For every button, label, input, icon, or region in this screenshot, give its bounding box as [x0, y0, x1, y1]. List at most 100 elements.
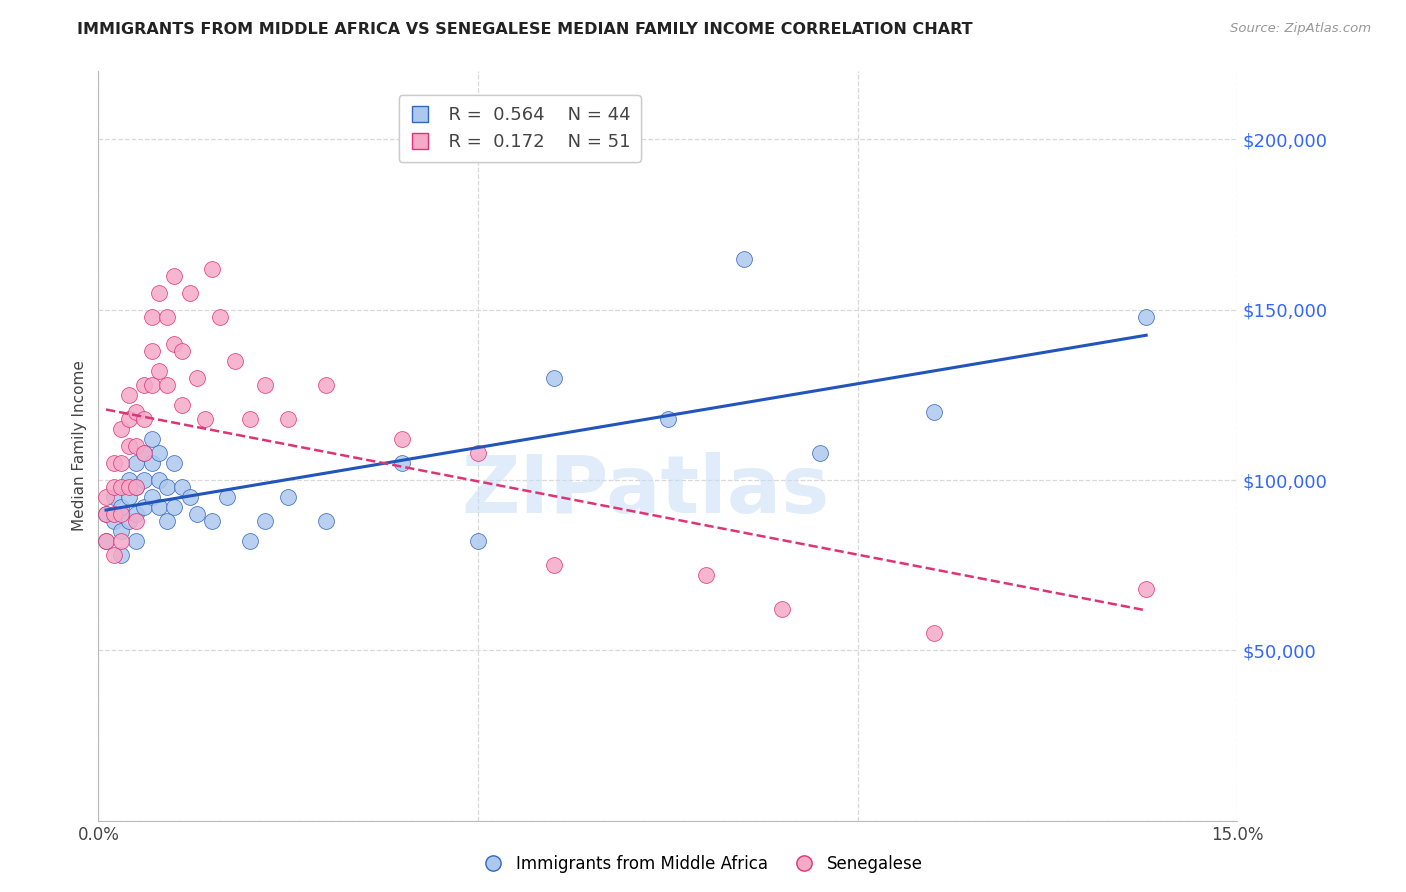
Point [141, 343, 163, 358]
Point [103, 548, 125, 562]
Point [103, 514, 125, 528]
Point [110, 548, 132, 562]
Point [94, 534, 117, 549]
Point [132, 473, 155, 487]
Point [94, 507, 117, 521]
Point [156, 377, 179, 392]
Point [186, 507, 208, 521]
Point [125, 439, 148, 453]
Point [163, 500, 186, 515]
Point [543, 371, 565, 385]
Point [208, 310, 231, 324]
Point [163, 268, 186, 283]
Point [125, 456, 148, 470]
Point [391, 432, 413, 446]
Point [141, 490, 163, 504]
Point [132, 500, 155, 515]
Text: ZIPatlas: ZIPatlas [461, 452, 830, 530]
Point [125, 480, 148, 494]
Point [118, 473, 141, 487]
Legend: Immigrants from Middle Africa, Senegalese: Immigrants from Middle Africa, Senegales… [477, 848, 929, 880]
Point [125, 514, 148, 528]
Point [148, 446, 170, 460]
Point [733, 252, 755, 266]
Point [695, 568, 717, 582]
Point [163, 456, 186, 470]
Point [224, 354, 246, 368]
Point [170, 343, 193, 358]
Point [110, 480, 132, 494]
Point [201, 514, 224, 528]
Point [132, 377, 155, 392]
Legend:   R =  0.564    N = 44,   R =  0.172    N = 51: R = 0.564 N = 44, R = 0.172 N = 51 [399, 95, 641, 162]
Point [467, 534, 489, 549]
Point [770, 602, 793, 616]
Point [179, 285, 201, 300]
Point [217, 490, 239, 504]
Point [170, 398, 193, 412]
Point [922, 405, 945, 419]
Point [148, 500, 170, 515]
Point [110, 507, 132, 521]
Point [125, 507, 148, 521]
Point [254, 377, 277, 392]
Point [94, 490, 117, 504]
Point [110, 534, 132, 549]
Point [156, 310, 179, 324]
Point [110, 500, 132, 515]
Point [148, 473, 170, 487]
Point [125, 534, 148, 549]
Point [118, 388, 141, 402]
Point [110, 456, 132, 470]
Point [277, 490, 299, 504]
Point [657, 411, 679, 425]
Point [254, 514, 277, 528]
Point [103, 507, 125, 521]
Point [922, 626, 945, 640]
Point [315, 377, 337, 392]
Point [132, 446, 155, 460]
Point [118, 490, 141, 504]
Point [467, 446, 489, 460]
Point [277, 411, 299, 425]
Point [110, 422, 132, 436]
Point [148, 285, 170, 300]
Point [103, 456, 125, 470]
Point [141, 377, 163, 392]
Point [239, 411, 262, 425]
Point [315, 514, 337, 528]
Point [94, 534, 117, 549]
Point [118, 514, 141, 528]
Point [179, 490, 201, 504]
Point [125, 405, 148, 419]
Point [186, 371, 208, 385]
Point [156, 480, 179, 494]
Point [118, 480, 141, 494]
Point [163, 336, 186, 351]
Point [103, 490, 125, 504]
Y-axis label: Median Family Income: Median Family Income [72, 360, 87, 532]
Point [132, 411, 155, 425]
Point [118, 411, 141, 425]
Point [543, 558, 565, 573]
Point [103, 480, 125, 494]
Point [1135, 582, 1157, 596]
Point [239, 534, 262, 549]
Point [141, 456, 163, 470]
Text: IMMIGRANTS FROM MIDDLE AFRICA VS SENEGALESE MEDIAN FAMILY INCOME CORRELATION CHA: IMMIGRANTS FROM MIDDLE AFRICA VS SENEGAL… [77, 22, 973, 37]
Point [194, 411, 217, 425]
Point [156, 514, 179, 528]
Point [808, 446, 831, 460]
Point [132, 446, 155, 460]
Point [94, 507, 117, 521]
Point [141, 310, 163, 324]
Point [110, 524, 132, 538]
Point [391, 456, 413, 470]
Point [201, 261, 224, 276]
Point [118, 439, 141, 453]
Point [170, 480, 193, 494]
Point [141, 432, 163, 446]
Text: Source: ZipAtlas.com: Source: ZipAtlas.com [1230, 22, 1371, 36]
Point [125, 480, 148, 494]
Point [1135, 310, 1157, 324]
